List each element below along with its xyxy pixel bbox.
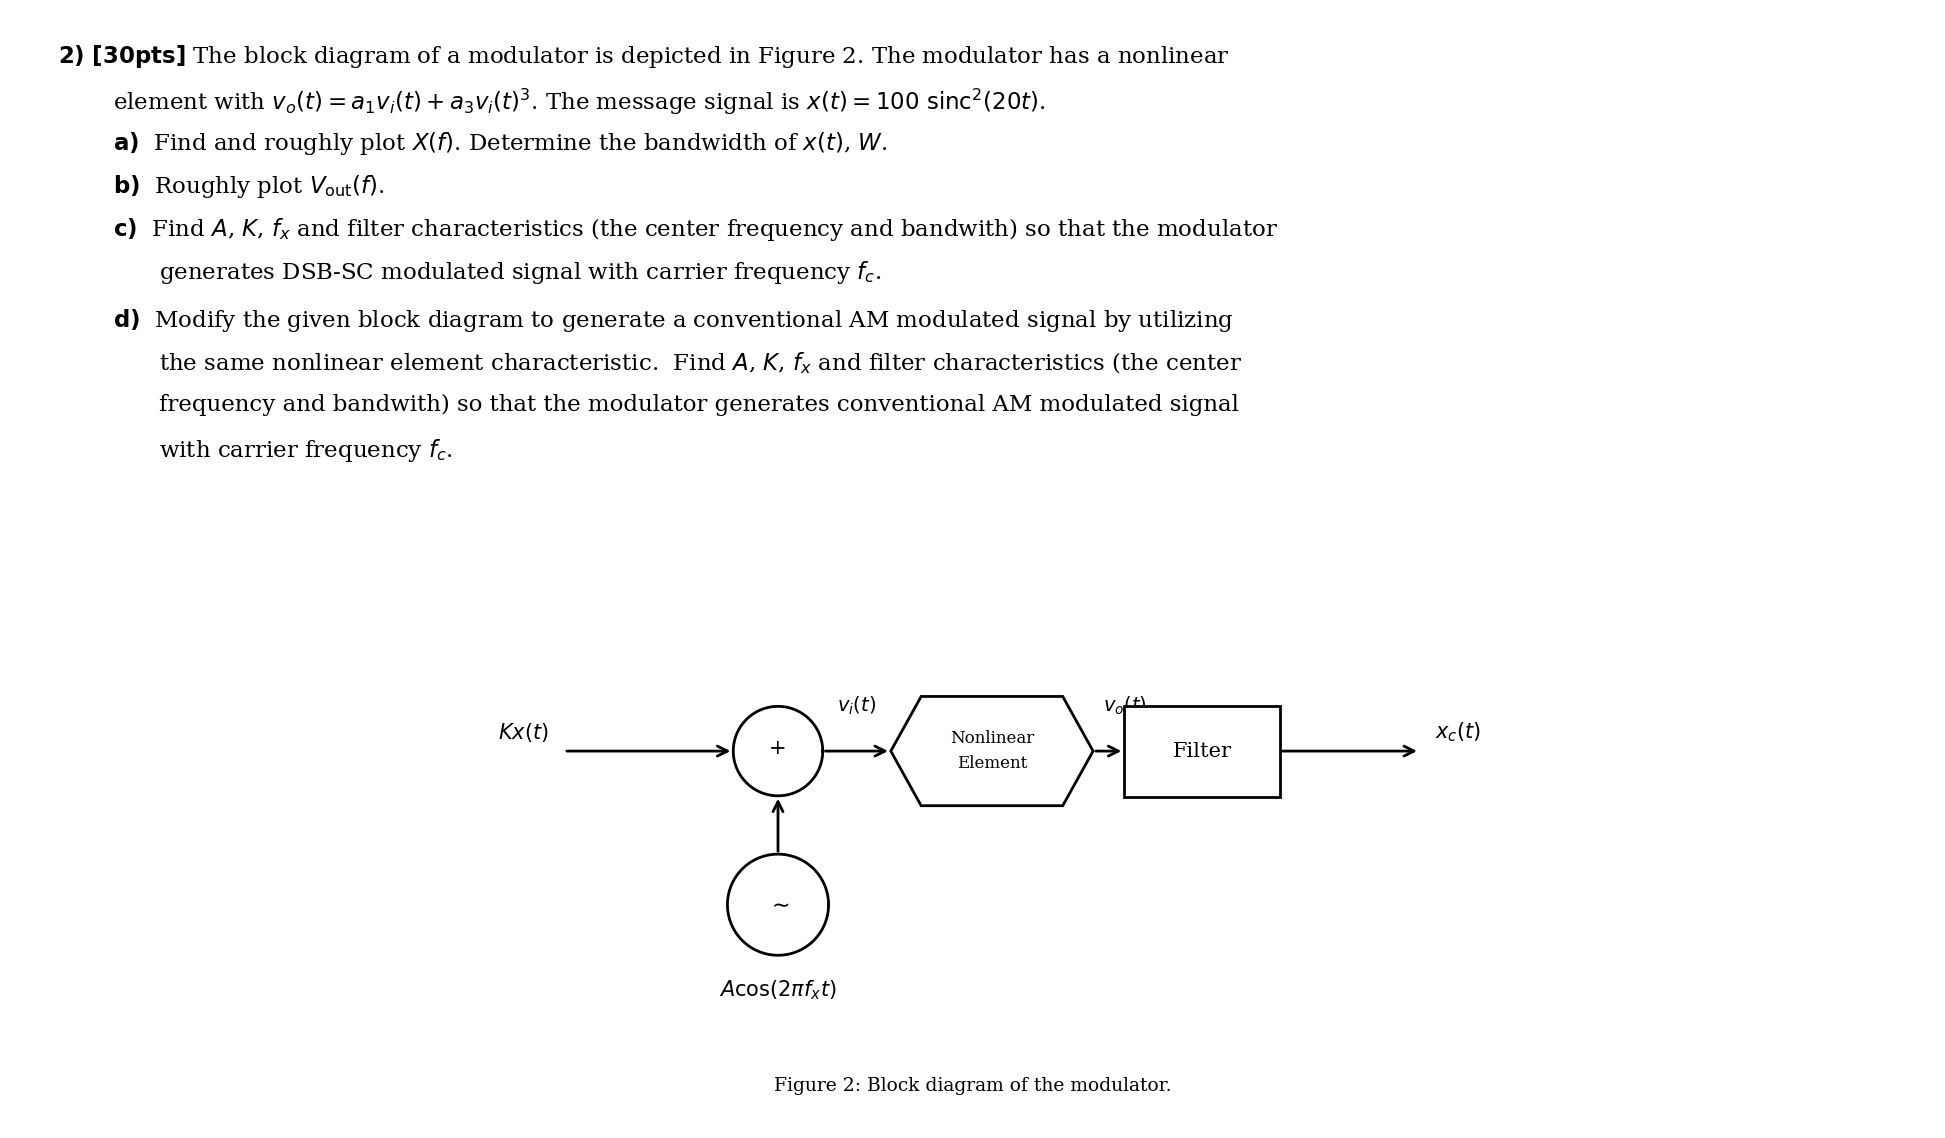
Text: $\mathbf{a)}$  Find and roughly plot $X(f)$. Determine the bandwidth of $x(t)$, : $\mathbf{a)}$ Find and roughly plot $X(f… <box>113 130 887 157</box>
Text: $A\cos(2\pi f_x t)$: $A\cos(2\pi f_x t)$ <box>720 978 836 1001</box>
Text: Nonlinear: Nonlinear <box>949 731 1035 747</box>
FancyBboxPatch shape <box>1124 706 1280 797</box>
Text: $\mathbf{b)}$  Roughly plot $V_{\mathrm{out}}(f)$.: $\mathbf{b)}$ Roughly plot $V_{\mathrm{o… <box>113 173 385 200</box>
Text: Figure 2: Block diagram of the modulator.: Figure 2: Block diagram of the modulator… <box>774 1077 1171 1095</box>
Text: generates DSB-SC modulated signal with carrier frequency $f_c$.: generates DSB-SC modulated signal with c… <box>159 259 881 287</box>
Polygon shape <box>727 855 829 955</box>
Text: the same nonlinear element characteristic.  Find $A$, $K$, $f_x$ and filter char: the same nonlinear element characteristi… <box>159 351 1243 377</box>
Text: frequency and bandwith) so that the modulator generates conventional AM modulate: frequency and bandwith) so that the modu… <box>159 394 1239 415</box>
Text: $\mathbf{c)}$  Find $A$, $K$, $f_x$ and filter characteristics (the center frequ: $\mathbf{c)}$ Find $A$, $K$, $f_x$ and f… <box>113 216 1278 244</box>
Text: $\mathbf{d)}$  Modify the given block diagram to generate a conventional AM modu: $\mathbf{d)}$ Modify the given block dia… <box>113 307 1233 335</box>
Text: $v_i(t)$: $v_i(t)$ <box>836 694 877 717</box>
Text: Filter: Filter <box>1173 742 1231 760</box>
Text: $Kx(t)$: $Kx(t)$ <box>498 721 548 744</box>
Text: with carrier frequency $f_c$.: with carrier frequency $f_c$. <box>159 437 453 464</box>
Text: $\mathbf{2)\ [30pts]}$ The block diagram of a modulator is depicted in Figure 2.: $\mathbf{2)\ [30pts]}$ The block diagram… <box>58 43 1229 71</box>
Text: $x_c(t)$: $x_c(t)$ <box>1435 720 1482 744</box>
Text: +: + <box>768 740 788 758</box>
Text: element with $v_o(t) = a_1v_i(t) + a_3v_i(t)^3$. The message signal is $x(t) = 1: element with $v_o(t) = a_1v_i(t) + a_3v_… <box>113 86 1046 117</box>
Text: $v_o(t)$: $v_o(t)$ <box>1103 694 1146 717</box>
Text: $\sim$: $\sim$ <box>766 894 790 915</box>
Polygon shape <box>891 696 1093 806</box>
Text: Element: Element <box>957 756 1027 772</box>
Polygon shape <box>733 707 823 795</box>
